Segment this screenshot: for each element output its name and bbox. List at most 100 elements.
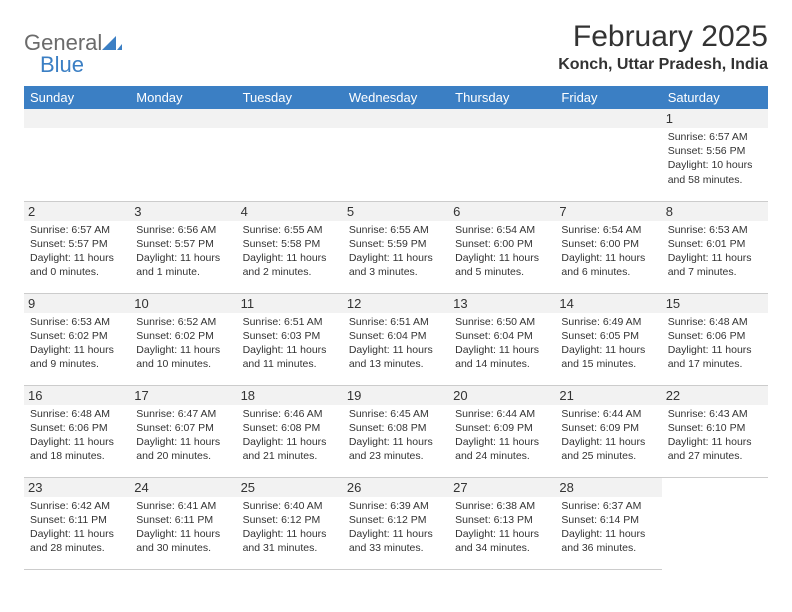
daylight-text: Daylight: 10 hours and 58 minutes.: [668, 158, 762, 186]
day-number: 11: [237, 294, 343, 313]
day-number: 1: [662, 109, 768, 128]
day-info: Sunrise: 6:46 AMSunset: 6:08 PMDaylight:…: [243, 407, 337, 464]
sunset-text: Sunset: 6:12 PM: [243, 513, 337, 527]
day-number: 3: [130, 202, 236, 221]
location: Konch, Uttar Pradesh, India: [558, 56, 768, 74]
day-cell: 8Sunrise: 6:53 AMSunset: 6:01 PMDaylight…: [662, 201, 768, 293]
day-info: Sunrise: 6:42 AMSunset: 6:11 PMDaylight:…: [30, 499, 124, 556]
day-info: Sunrise: 6:55 AMSunset: 5:59 PMDaylight:…: [349, 223, 443, 280]
day-info: Sunrise: 6:53 AMSunset: 6:02 PMDaylight:…: [30, 315, 124, 372]
day-cell: 2Sunrise: 6:57 AMSunset: 5:57 PMDaylight…: [24, 201, 130, 293]
sunrise-text: Sunrise: 6:53 AM: [30, 315, 124, 329]
sunset-text: Sunset: 6:00 PM: [561, 237, 655, 251]
daylight-text: Daylight: 11 hours and 5 minutes.: [455, 251, 549, 279]
sunset-text: Sunset: 5:58 PM: [243, 237, 337, 251]
daylight-text: Daylight: 11 hours and 3 minutes.: [349, 251, 443, 279]
day-info: Sunrise: 6:39 AMSunset: 6:12 PMDaylight:…: [349, 499, 443, 556]
daylight-text: Daylight: 11 hours and 17 minutes.: [668, 343, 762, 371]
sunset-text: Sunset: 6:00 PM: [455, 237, 549, 251]
logo-text-blue: Blue: [40, 52, 122, 78]
sunrise-text: Sunrise: 6:48 AM: [30, 407, 124, 421]
sunrise-text: Sunrise: 6:52 AM: [136, 315, 230, 329]
day-cell: 15Sunrise: 6:48 AMSunset: 6:06 PMDayligh…: [662, 293, 768, 385]
day-number: 25: [237, 478, 343, 497]
sunrise-text: Sunrise: 6:54 AM: [561, 223, 655, 237]
day-cell: 20 Sunrise: 6:44 AMSunset: 6:09 PMDayligh…: [449, 385, 555, 477]
day-info: Sunrise: 6:51 AMSunset: 6:04 PMDaylight:…: [349, 315, 443, 372]
day-info: Sunrise: 6:44 AMSunset: 6:09 PMDaylight:…: [455, 407, 549, 464]
empty-day-cell: [24, 109, 130, 201]
weekday-header: Thursday: [449, 86, 555, 109]
sunset-text: Sunset: 5:57 PM: [30, 237, 124, 251]
day-number: 22: [662, 386, 768, 405]
day-info: Sunrise: 6:45 AMSunset: 6:08 PMDaylight:…: [349, 407, 443, 464]
daylight-text: Daylight: 11 hours and 11 minutes.: [243, 343, 337, 371]
day-cell: 21Sunrise: 6:44 AMSunset: 6:09 PMDayligh…: [555, 385, 661, 477]
calendar-week-row: 16Sunrise: 6:48 AMSunset: 6:06 PMDayligh…: [24, 385, 768, 477]
sunrise-text: Sunrise: 6:38 AM: [455, 499, 549, 513]
empty-day-cell: [662, 477, 768, 569]
calendar-body: 1 Sunrise: 6:57 AMSunset: 5:56 PMDaylight…: [24, 109, 768, 569]
sunset-text: Sunset: 6:04 PM: [349, 329, 443, 343]
empty-day-banner: [130, 109, 236, 128]
empty-day-cell: [449, 109, 555, 201]
day-info: Sunrise: 6:51 AMSunset: 6:03 PMDaylight:…: [243, 315, 337, 372]
sunset-text: Sunset: 6:11 PM: [136, 513, 230, 527]
sunset-text: Sunset: 6:10 PM: [668, 421, 762, 435]
daylight-text: Daylight: 11 hours and 14 minutes.: [455, 343, 549, 371]
day-cell: 10Sunrise: 6:52 AMSunset: 6:02 PMDayligh…: [130, 293, 236, 385]
daylight-text: Daylight: 11 hours and 34 minutes.: [455, 527, 549, 555]
day-cell: 6Sunrise: 6:54 AMSunset: 6:00 PMDaylight…: [449, 201, 555, 293]
sunrise-text: Sunrise: 6:51 AM: [243, 315, 337, 329]
daylight-text: Daylight: 11 hours and 25 minutes.: [561, 435, 655, 463]
sunrise-text: Sunrise: 6:43 AM: [668, 407, 762, 421]
day-cell: 3 Sunrise: 6:56 AMSunset: 5:57 PMDaylight…: [130, 201, 236, 293]
empty-day-cell: [555, 109, 661, 201]
day-number: 23: [24, 478, 130, 497]
sunset-text: Sunset: 6:13 PM: [455, 513, 549, 527]
day-info: Sunrise: 6:57 AMSunset: 5:57 PMDaylight:…: [30, 223, 124, 280]
sunrise-text: Sunrise: 6:37 AM: [561, 499, 655, 513]
daylight-text: Daylight: 11 hours and 6 minutes.: [561, 251, 655, 279]
empty-day-cell: [237, 109, 343, 201]
sunrise-text: Sunrise: 6:46 AM: [243, 407, 337, 421]
day-number: 14: [555, 294, 661, 313]
logo: General Blue: [24, 20, 122, 78]
daylight-text: Daylight: 11 hours and 28 minutes.: [30, 527, 124, 555]
day-info: Sunrise: 6:52 AMSunset: 6:02 PMDaylight:…: [136, 315, 230, 372]
sunset-text: Sunset: 6:09 PM: [455, 421, 549, 435]
day-number: 24: [130, 478, 236, 497]
sunrise-text: Sunrise: 6:45 AM: [349, 407, 443, 421]
sunset-text: Sunset: 6:02 PM: [136, 329, 230, 343]
weekday-header: Sunday: [24, 86, 130, 109]
daylight-text: Daylight: 11 hours and 36 minutes.: [561, 527, 655, 555]
day-cell: 7Sunrise: 6:54 AMSunset: 6:00 PMDaylight…: [555, 201, 661, 293]
day-cell: 11 Sunrise: 6:51 AMSunset: 6:03 PMDayligh…: [237, 293, 343, 385]
day-info: Sunrise: 6:56 AMSunset: 5:57 PMDaylight:…: [136, 223, 230, 280]
day-number: 20: [449, 386, 555, 405]
day-info: Sunrise: 6:41 AMSunset: 6:11 PMDaylight:…: [136, 499, 230, 556]
day-info: Sunrise: 6:47 AMSunset: 6:07 PMDaylight:…: [136, 407, 230, 464]
day-number: 4: [237, 202, 343, 221]
day-cell: 5Sunrise: 6:55 AMSunset: 5:59 PMDaylight…: [343, 201, 449, 293]
day-info: Sunrise: 6:57 AMSunset: 5:56 PMDaylight:…: [668, 130, 762, 187]
sunrise-text: Sunrise: 6:39 AM: [349, 499, 443, 513]
daylight-text: Daylight: 11 hours and 9 minutes.: [30, 343, 124, 371]
sunrise-text: Sunrise: 6:51 AM: [349, 315, 443, 329]
sunset-text: Sunset: 6:12 PM: [349, 513, 443, 527]
daylight-text: Daylight: 11 hours and 20 minutes.: [136, 435, 230, 463]
sunrise-text: Sunrise: 6:44 AM: [455, 407, 549, 421]
day-number: 17: [130, 386, 236, 405]
day-info: Sunrise: 6:40 AMSunset: 6:12 PMDaylight:…: [243, 499, 337, 556]
daylight-text: Daylight: 11 hours and 10 minutes.: [136, 343, 230, 371]
month-title: February 2025: [558, 20, 768, 54]
day-info: Sunrise: 6:48 AMSunset: 6:06 PMDaylight:…: [668, 315, 762, 372]
daylight-text: Daylight: 11 hours and 15 minutes.: [561, 343, 655, 371]
sunset-text: Sunset: 6:03 PM: [243, 329, 337, 343]
daylight-text: Daylight: 11 hours and 23 minutes.: [349, 435, 443, 463]
day-cell: 13Sunrise: 6:50 AMSunset: 6:04 PMDayligh…: [449, 293, 555, 385]
daylight-text: Daylight: 11 hours and 2 minutes.: [243, 251, 337, 279]
sunrise-text: Sunrise: 6:54 AM: [455, 223, 549, 237]
sunset-text: Sunset: 6:08 PM: [243, 421, 337, 435]
day-cell: 16Sunrise: 6:48 AMSunset: 6:06 PMDayligh…: [24, 385, 130, 477]
